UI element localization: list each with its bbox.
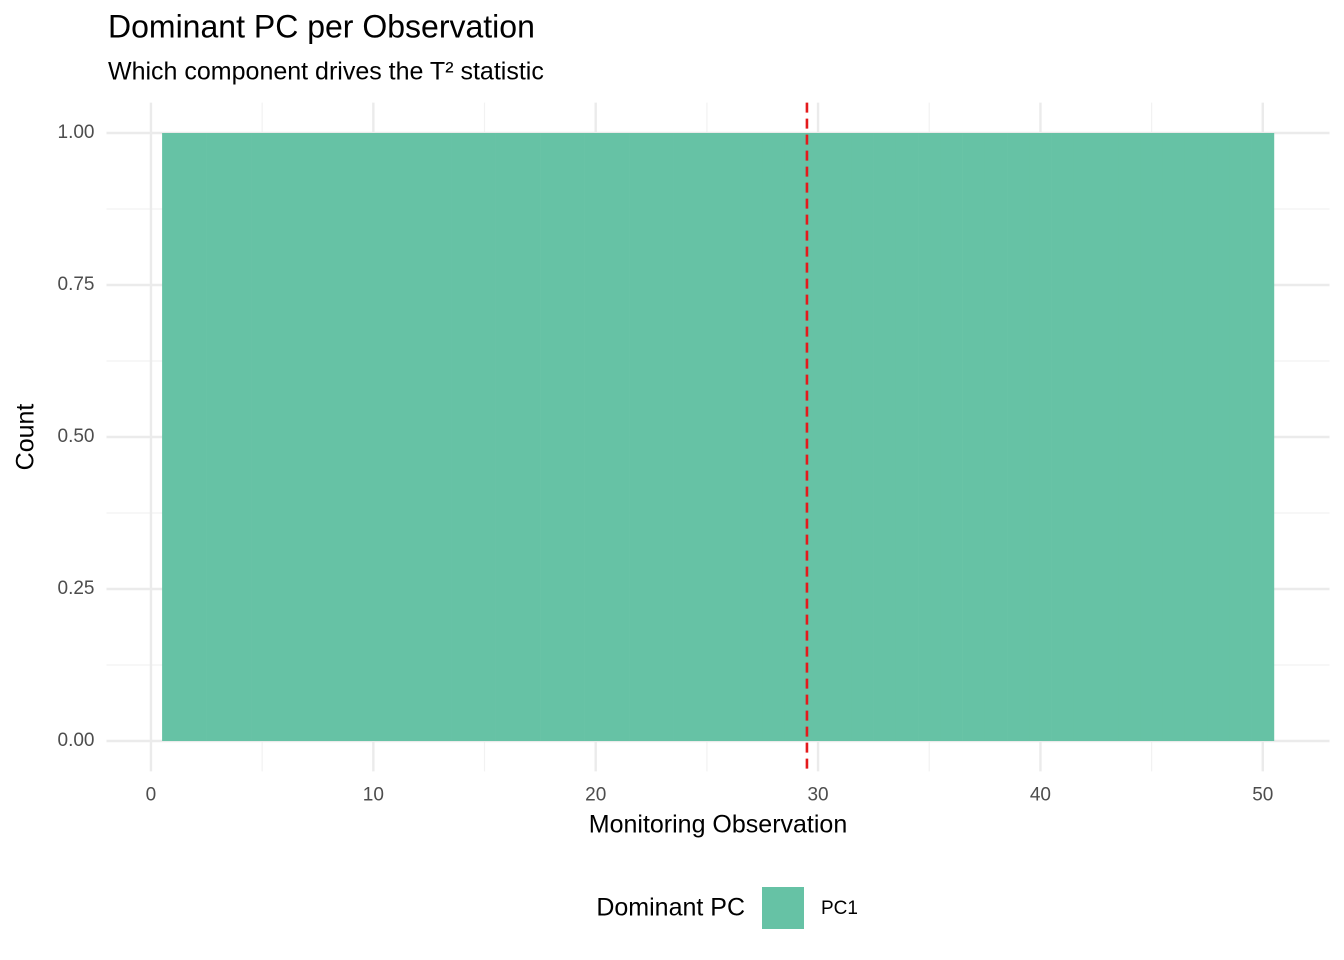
bar xyxy=(1162,133,1186,741)
bar xyxy=(606,133,630,741)
bar xyxy=(495,133,519,741)
bar xyxy=(1073,133,1097,741)
y-axis-title: Count xyxy=(12,404,40,471)
bar xyxy=(295,133,319,741)
bar xyxy=(1118,133,1141,741)
bar xyxy=(784,133,808,741)
bar xyxy=(517,133,541,741)
x-tick-label: 50 xyxy=(1252,784,1273,805)
bar xyxy=(1251,133,1275,741)
bar xyxy=(562,133,585,741)
bar xyxy=(984,133,1008,741)
bar xyxy=(1229,133,1252,741)
bar xyxy=(851,133,874,741)
bar xyxy=(673,133,697,741)
bar xyxy=(629,133,652,741)
bar xyxy=(251,133,274,741)
bar xyxy=(228,133,252,741)
bar xyxy=(473,133,496,741)
y-tick-label: 0.00 xyxy=(58,730,95,751)
bar xyxy=(651,133,674,741)
bar xyxy=(273,133,296,741)
y-tick-label: 1.00 xyxy=(58,122,95,143)
bar xyxy=(428,133,452,741)
x-tick-label: 20 xyxy=(585,784,606,805)
bar xyxy=(740,133,763,741)
bar xyxy=(1184,133,1208,741)
bar xyxy=(451,133,474,741)
bar xyxy=(540,133,563,741)
bar xyxy=(962,133,986,741)
bar xyxy=(1007,133,1030,741)
x-tick-label: 30 xyxy=(807,784,828,805)
bar xyxy=(1029,133,1052,741)
bar xyxy=(940,133,963,741)
x-tick-label: 10 xyxy=(363,784,384,805)
chart-subtitle: Which component drives the T² statistic xyxy=(108,58,544,86)
y-tick-label: 0.50 xyxy=(58,426,95,447)
bar xyxy=(829,133,852,741)
marks xyxy=(162,102,1275,772)
bar xyxy=(362,133,385,741)
bar xyxy=(1096,133,1119,741)
bar xyxy=(918,133,941,741)
legend: Dominant PC PC1 xyxy=(596,887,858,929)
bar xyxy=(384,133,407,741)
y-tick-label: 0.25 xyxy=(58,578,95,599)
bar xyxy=(1140,133,1164,741)
bar xyxy=(162,133,185,741)
bar xyxy=(695,133,719,741)
bar xyxy=(317,133,341,741)
legend-swatch xyxy=(762,887,804,929)
x-tick-label: 40 xyxy=(1030,784,1051,805)
bar xyxy=(1207,133,1230,741)
x-axis-title: Monitoring Observation xyxy=(589,811,847,839)
bar xyxy=(184,133,207,741)
y-tick-label: 0.75 xyxy=(58,274,95,295)
bar xyxy=(718,133,741,741)
legend-label: PC1 xyxy=(821,898,858,919)
x-tick-label: 0 xyxy=(146,784,157,805)
bar xyxy=(339,133,363,741)
bar xyxy=(584,133,608,741)
chart-title: Dominant PC per Observation xyxy=(108,8,535,44)
bar xyxy=(762,133,786,741)
bar xyxy=(806,133,830,741)
legend-title: Dominant PC xyxy=(596,894,745,922)
bar xyxy=(895,133,919,741)
bar xyxy=(406,133,430,741)
bar xyxy=(1051,133,1075,741)
bar xyxy=(206,133,230,741)
bar xyxy=(873,133,897,741)
